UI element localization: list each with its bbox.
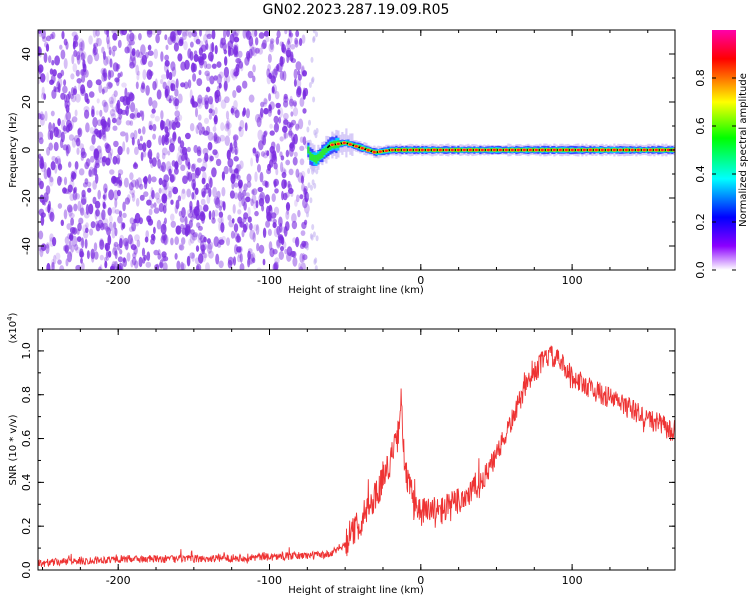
spectrogram-y-tick: -20 [20, 189, 33, 207]
snr-y-tick: 0.6 [20, 430, 33, 448]
spectrogram-y-tick: 0 [20, 147, 33, 154]
colorbar-gradient [712, 30, 736, 270]
colorbar: 0.0 0.2 0.4 0.6 0.8 Normalized spectral ampl… [694, 30, 749, 279]
snr-plot-area [38, 345, 675, 568]
colorbar-tick: 0.2 [694, 213, 707, 231]
noise-region [38, 30, 319, 270]
snr-y-tick: 0.2 [20, 517, 33, 535]
colorbar-ticks: 0.0 0.2 0.4 0.6 0.8 [694, 69, 736, 279]
spectrogram-x-tick: 0 [417, 274, 424, 287]
spectrogram-x-label: Height of straight line (km) [288, 285, 424, 296]
snr-x-tick: -200 [106, 574, 131, 587]
spectrogram-y-tick: -40 [20, 237, 33, 255]
colorbar-tick: 0.6 [694, 117, 707, 135]
spectrogram-x-tick: -100 [257, 274, 282, 287]
colorbar-tick: 0.0 [694, 261, 707, 279]
snr-series-line [38, 345, 675, 568]
spectrogram-image [38, 30, 675, 270]
colorbar-tick: 0.4 [694, 165, 707, 183]
snr-x-label: Height of straight line (km) [288, 585, 424, 596]
snr-ticks: -200 -100 0 100 0.0 0.2 0.4 0.6 0.8 1.0 [20, 328, 675, 587]
snr-x-tick: 0 [417, 574, 424, 587]
chart-title: GN02.2023.287.19.09.R05 [263, 2, 450, 18]
snr-x-tick: -100 [257, 574, 282, 587]
snr-y-tick: 1.0 [20, 342, 33, 360]
spectrogram-x-tick: 100 [562, 274, 583, 287]
colorbar-tick: 0.8 [694, 69, 707, 87]
spectrogram-y-label: Frequency (Hz) [8, 112, 19, 188]
snr-panel: -200 -100 0 100 0.0 0.2 0.4 0.6 0.8 1.0 Height of… [6, 312, 676, 596]
spectrogram-y-tick: 20 [20, 95, 33, 109]
signal-band [307, 128, 675, 173]
snr-y-tick: 0.8 [20, 386, 33, 404]
snr-scale-label: (x104) [6, 312, 19, 343]
snr-frame [37, 328, 676, 571]
snr-x-tick: 100 [562, 574, 583, 587]
snr-y-label: SNR (10 * v/v) [8, 414, 19, 485]
spectrogram-y-tick: 40 [20, 47, 33, 61]
colorbar-label: Normalized spectral amplitude [738, 73, 749, 227]
spectrogram-x-tick: -200 [106, 274, 131, 287]
snr-y-tick: 0.4 [20, 474, 33, 492]
snr-y-tick: 0.0 [20, 561, 33, 579]
